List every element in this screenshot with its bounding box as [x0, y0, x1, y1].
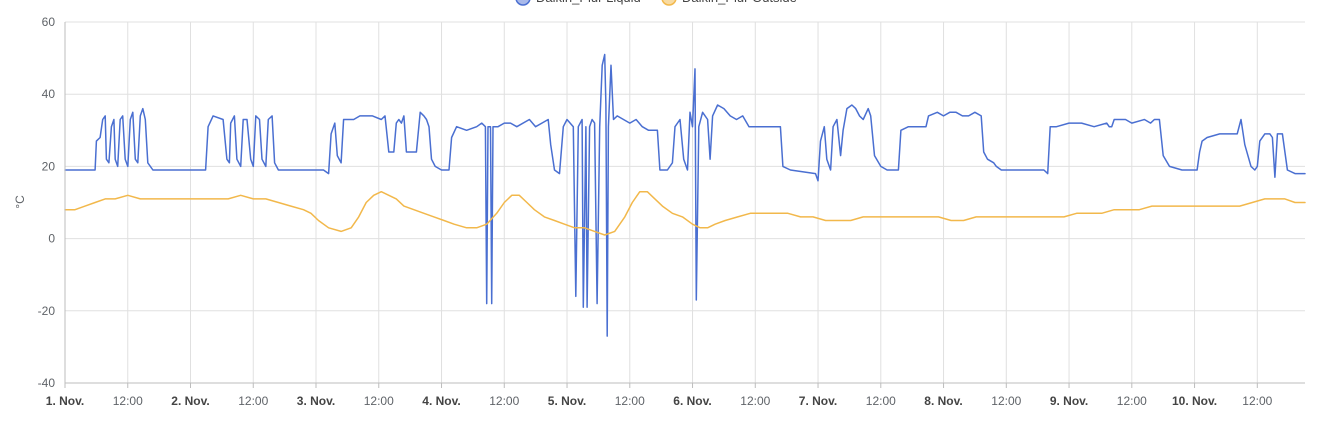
series-layer: [64, 53, 1306, 337]
x-tick-label: 4. Nov.: [422, 394, 460, 408]
x-tick-label: 12:00: [991, 394, 1021, 408]
x-tick-label: 5. Nov.: [548, 394, 586, 408]
legend-label: Daikin_Plur Liquid: [536, 0, 641, 5]
x-tick-label: 12:00: [364, 394, 394, 408]
x-tick-label: 8. Nov.: [924, 394, 962, 408]
legend-marker: [661, 0, 677, 6]
x-tick-label: 10. Nov.: [1172, 394, 1217, 408]
axes: 60 40 20 0 -20 -40 1. Nov. 12:00 2. Nov. 12:00 3. …: [38, 15, 1305, 408]
x-tick-label: 12:00: [866, 394, 896, 408]
y-axis-label: °C: [13, 195, 27, 209]
x-tick-label: 12:00: [113, 394, 143, 408]
x-tick-label: 3. Nov.: [297, 394, 335, 408]
x-tick-label: 7. Nov.: [799, 394, 837, 408]
x-tick-label: 12:00: [615, 394, 645, 408]
x-tick-label: 12:00: [238, 394, 268, 408]
series-line-2: [64, 190, 1306, 236]
y-tick-label: -40: [38, 376, 56, 390]
y-tick-label: -20: [38, 304, 56, 318]
x-tick-label: 9. Nov.: [1050, 394, 1088, 408]
y-tick-label: 40: [42, 87, 56, 101]
legend-marker: [515, 0, 531, 6]
y-tick-label: 20: [42, 159, 56, 173]
x-tick-label: 12:00: [489, 394, 519, 408]
legend-item-1[interactable]: Daikin_Plur Liquid: [515, 0, 641, 6]
x-tick-label: 6. Nov.: [673, 394, 711, 408]
x-tick-label: 12:00: [1117, 394, 1147, 408]
x-tick-label: 2. Nov.: [171, 394, 209, 408]
grid: [64, 21, 1305, 384]
legend-item-2[interactable]: Daikin_Plur Outside: [661, 0, 797, 6]
x-tick-label: 1. Nov.: [46, 394, 84, 408]
y-tick-label: 60: [42, 15, 56, 29]
series-line-1: [64, 53, 1306, 337]
x-tick-label: 12:00: [740, 394, 770, 408]
legend-label: Daikin_Plur Outside: [682, 0, 797, 5]
y-tick-label: 0: [48, 232, 55, 246]
x-tick-label: 12:00: [1242, 394, 1272, 408]
legend[interactable]: Daikin_Plur Liquid Daikin_Plur Outside: [515, 0, 797, 6]
